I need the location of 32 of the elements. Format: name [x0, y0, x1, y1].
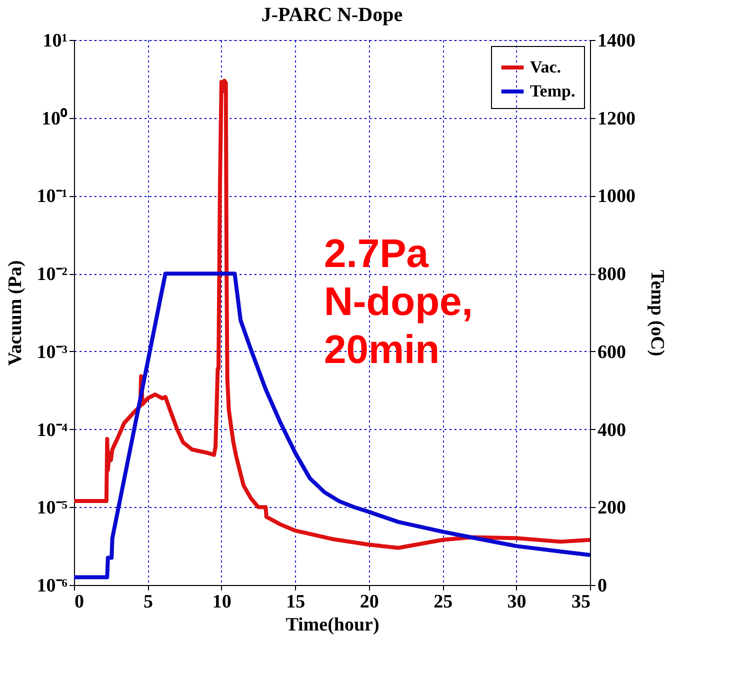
y2-tick-label: 1400: [598, 30, 636, 52]
x-tick-label: 10: [212, 592, 232, 612]
x-tick-label: 30: [507, 592, 526, 612]
legend-label: Temp.: [530, 82, 576, 100]
y2-tick-label: 1200: [598, 108, 636, 130]
y2-tick-label: 200: [598, 498, 626, 519]
y-axis-title: Vacuum (Pa): [4, 260, 26, 366]
y2-tick-label: 1000: [598, 186, 636, 208]
y-tick-label: 10⁻²: [36, 264, 68, 286]
x-tick-label: 15: [286, 592, 306, 612]
y2-tick-label: 0: [598, 576, 607, 596]
y-tick-label: 10⁻³: [36, 342, 68, 363]
x-tick-label: 25: [434, 592, 453, 612]
legend-label: Vac.: [530, 58, 562, 76]
x-tick-label: 35: [572, 592, 590, 612]
line-series: [72, 78, 592, 550]
y-tick-label: 10¹: [42, 30, 68, 52]
y2-axis-title: Temp (oC): [646, 270, 668, 356]
y-tick-label: 10⁻⁶: [36, 576, 68, 596]
x-axis-title: Time(hour): [286, 614, 380, 636]
chart-title: J-PARC N-Dope: [261, 4, 403, 26]
y-tick-label: 10⁰: [42, 107, 68, 130]
annotation: 2.7Pa N-dope, 20min: [324, 232, 473, 372]
x-tick-label: 0: [74, 592, 84, 612]
y-tick-label: 10⁻¹: [36, 186, 68, 208]
y-tick-label: 10⁻⁵: [36, 498, 68, 519]
y-tick-label: 10⁻⁴: [36, 420, 68, 441]
y2-tick-label: 800: [598, 264, 626, 286]
x-tick-label: 20: [360, 592, 379, 612]
y2-tick-label: 600: [598, 342, 626, 363]
x-tick-label: 5: [143, 592, 153, 612]
y2-tick-label: 400: [598, 420, 626, 441]
